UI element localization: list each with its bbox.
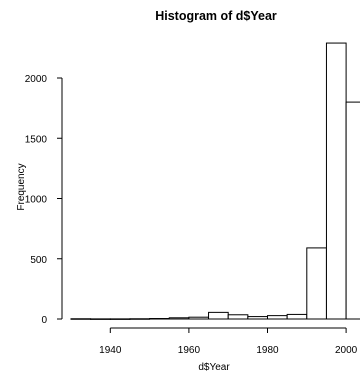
histogram-bar-4	[129, 318, 151, 320]
histogram-bar-13	[306, 247, 327, 320]
histogram-bar-5	[149, 318, 170, 320]
histogram-bar-1	[70, 318, 92, 320]
y-axis-label: Frequency	[16, 163, 27, 210]
histogram-bar-8	[208, 311, 229, 320]
y-tick-label-2000: 2000	[25, 74, 48, 85]
histogram-bar-12	[286, 313, 308, 320]
x-tick-label-1940: 1940	[99, 345, 122, 356]
y-tick-label-500: 500	[30, 255, 47, 266]
histogram-bar-9	[227, 314, 249, 320]
x-axis: 1940 1960 1980 2000	[99, 327, 358, 356]
histogram-bar-15	[345, 101, 360, 320]
histogram-bar-14	[325, 42, 347, 320]
histogram-bar-6	[168, 317, 190, 320]
histogram-bar-3	[109, 318, 131, 320]
y-tick-label-0: 0	[41, 315, 47, 326]
histogram-bar-11	[267, 315, 288, 320]
y-tick-label-1500: 1500	[25, 134, 48, 145]
chart-title: Histogram of d$Year	[155, 9, 277, 23]
histogram-bar-10	[247, 316, 269, 320]
y-tick-label-1000: 1000	[25, 195, 48, 206]
histogram-bars	[70, 42, 360, 320]
y-axis: 0 500 1000 1500 2000	[25, 74, 63, 326]
histogram-bar-2	[90, 318, 111, 320]
histogram-bar-7	[188, 316, 210, 320]
x-axis-label: d$Year	[198, 362, 230, 373]
x-tick-label-2000: 2000	[335, 345, 358, 356]
x-tick-label-1960: 1960	[178, 345, 201, 356]
x-tick-label-1980: 1980	[256, 345, 279, 356]
